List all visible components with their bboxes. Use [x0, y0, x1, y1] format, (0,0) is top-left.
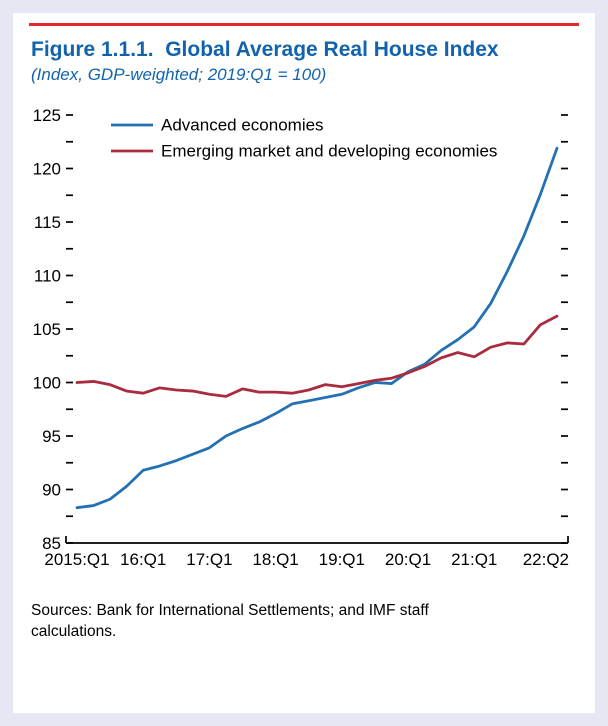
- x-axis-label: 17:Q1: [186, 550, 232, 569]
- x-axis-label: 2015:Q1: [44, 550, 109, 569]
- x-axis-label: 16:Q1: [120, 550, 166, 569]
- y-axis-label: 95: [42, 427, 61, 446]
- x-axis-label: 22:Q2: [523, 550, 569, 569]
- figure-card: Figure 1.1.1. Global Average Real House …: [13, 13, 595, 713]
- legend-label-1: Emerging market and developing economies: [161, 142, 497, 161]
- y-axis-label: 100: [33, 374, 61, 393]
- x-axis-label: 20:Q1: [385, 550, 431, 569]
- y-axis-label: 110: [34, 267, 61, 286]
- series-line-1: [75, 314, 559, 398]
- x-axis-label: 21:Q1: [451, 550, 497, 569]
- y-axis-label: 115: [34, 213, 61, 232]
- figure-subtitle: (Index, GDP-weighted; 2019:Q1 = 100): [31, 65, 327, 85]
- y-axis-label: 125: [33, 106, 61, 125]
- series-line-0: [75, 146, 559, 510]
- y-axis-label: 105: [33, 320, 61, 339]
- x-axis-label: 19:Q1: [319, 550, 365, 569]
- figure-title: Figure 1.1.1. Global Average Real House …: [31, 38, 499, 61]
- x-axis-label: 18:Q1: [252, 550, 298, 569]
- house-index-line-chart: 85 90 95 100 105 110 115 120 125 2015:Q1 16:Q1 17:Q…: [33, 106, 569, 569]
- y-axis-label: 90: [42, 481, 61, 500]
- legend-label-0: Advanced economies: [161, 116, 324, 135]
- top-rule: [29, 23, 579, 26]
- y-axis-label: 85: [42, 534, 61, 553]
- source-note: Sources: Bank for International Settleme…: [31, 602, 429, 640]
- y-axis-label: 120: [33, 160, 61, 179]
